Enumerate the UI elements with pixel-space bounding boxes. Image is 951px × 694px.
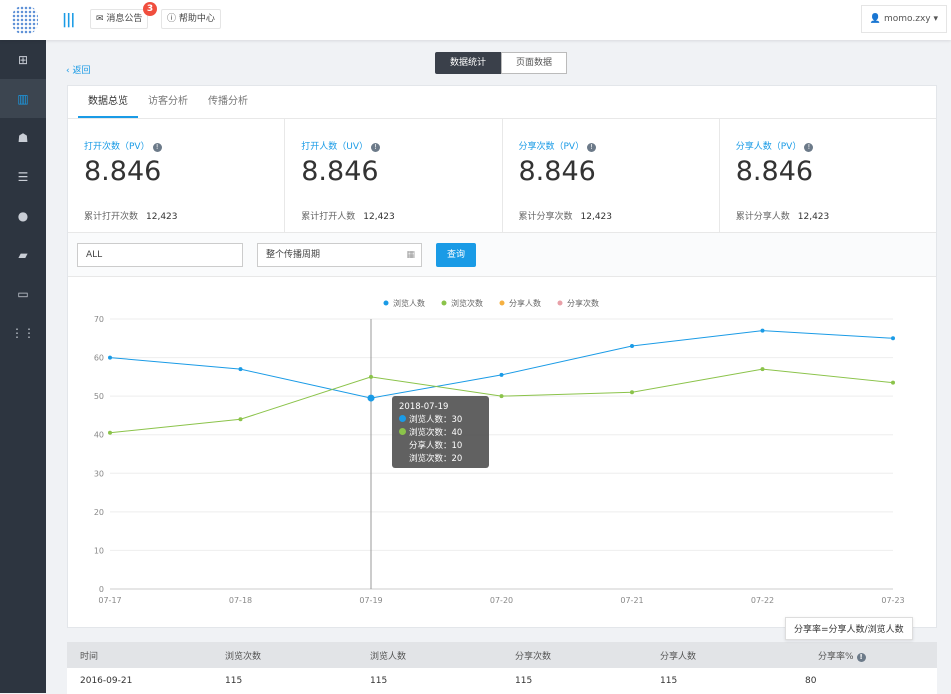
book-icon[interactable]: ▰	[18, 247, 28, 262]
legend-label: 分享人数	[509, 298, 541, 308]
notice-button[interactable]: ✉ 消息公告	[90, 9, 149, 29]
segment-stats[interactable]: 数据统计	[435, 52, 502, 74]
data-point	[891, 336, 895, 341]
legend-label: 浏览人数	[393, 298, 425, 308]
series-line	[109, 368, 894, 434]
legend-label: 浏览次数	[451, 298, 483, 308]
legend-marker	[557, 300, 563, 306]
stat-card: 分享次数（PV）! 8.846 累计分享次数 12,423	[503, 119, 720, 232]
x-tick-label: 07-20	[490, 596, 513, 605]
query-button[interactable]: 查询	[436, 243, 476, 267]
notice-badge: 3	[143, 2, 157, 16]
monitor-plus-icon[interactable]: ⊞	[17, 52, 29, 67]
view-switch: 数据统计 页面数据	[435, 52, 568, 74]
y-tick-label: 50	[94, 392, 104, 401]
x-tick-label: 07-18	[229, 596, 252, 605]
y-tick-label: 20	[94, 508, 104, 517]
data-point	[760, 367, 765, 372]
data-point	[499, 394, 504, 399]
tab-overview[interactable]: 数据总览	[78, 86, 138, 118]
help-icon: ⓘ	[167, 14, 179, 24]
info-icon[interactable]: !	[587, 143, 597, 152]
y-tick-label: 0	[99, 585, 104, 594]
x-tick-label: 07-23	[881, 596, 904, 605]
calendar-icon: ▦	[406, 250, 415, 260]
top-bar: ||| ✉ 消息公告 3 ⓘ 帮助中心 👤 momo.zxy ▾	[0, 0, 951, 40]
data-point	[238, 417, 243, 422]
tab-spread[interactable]: 传播分析	[208, 96, 248, 107]
data-point	[238, 367, 243, 372]
y-tick-label: 10	[94, 546, 104, 555]
table-row: 2016-09-21 115 115 115 115 80	[80, 676, 817, 686]
avatar: 👤	[869, 14, 884, 24]
back-link[interactable]: ‹ 返回	[66, 66, 91, 76]
y-tick-label: 30	[94, 469, 104, 478]
x-tick-label: 07-17	[98, 596, 121, 605]
y-tick-label: 70	[94, 315, 104, 324]
data-point	[630, 390, 634, 395]
data-point	[108, 355, 112, 360]
data-point	[760, 328, 765, 333]
info-icon[interactable]: !	[856, 652, 866, 662]
data-point	[367, 394, 375, 402]
data-point	[108, 430, 112, 435]
main-card: 数据总览 访客分析 传播分析 打开次数（PV）! 8.846 累计打开次数 12,42…	[67, 85, 937, 628]
screen-icon[interactable]: ▭	[17, 286, 29, 301]
sidebar: ⊞ ▥ ☗ ☰ ● ▰ ▭ ⋮⋮	[0, 40, 46, 693]
sitemap-icon[interactable]: ☗	[17, 130, 29, 145]
period-picker[interactable]: 整个传播周期 ▦	[257, 243, 422, 267]
info-icon[interactable]: !	[371, 143, 380, 152]
legend-label: 分享次数	[567, 298, 599, 308]
grid-icon[interactable]: ⋮⋮	[11, 325, 35, 340]
segment-page-data[interactable]: 页面数据	[501, 52, 568, 74]
mail-icon: ✉	[96, 14, 107, 24]
chart-tooltip: 2018-07-19 浏览人数：30 浏览次数：40 分享人数：10 浏览次数：…	[392, 396, 489, 468]
legend-marker	[383, 300, 389, 306]
bar-chart-icon[interactable]: ▥	[0, 79, 46, 118]
user-menu[interactable]: 👤 momo.zxy ▾	[860, 5, 947, 33]
menu-toggle-icon[interactable]: |||	[62, 12, 75, 28]
user-icon[interactable]: ●	[17, 208, 29, 223]
data-table: 时间 浏览次数 浏览人数 分享次数 分享人数 分享率%! 2016-09-21 115 115…	[67, 642, 937, 694]
y-tick-label: 60	[94, 354, 104, 363]
legend-marker	[499, 300, 505, 306]
stat-card: 分享人数（PV）! 8.846 累计分享人数 12,423	[735, 142, 830, 222]
x-tick-label: 07-22	[751, 596, 774, 605]
help-button[interactable]: ⓘ 帮助中心	[161, 9, 221, 29]
x-tick-label: 07-19	[359, 596, 382, 605]
stat-card: 打开人数（UV）! 8.846 累计打开人数 12,423	[285, 119, 503, 232]
table-header: 时间 浏览次数 浏览人数 分享次数 分享人数 分享率%!	[67, 642, 937, 668]
stat-card: 打开次数（PV）! 8.846 累计打开次数 12,423	[68, 119, 286, 232]
data-point	[499, 372, 504, 377]
channel-select[interactable]: ALL	[77, 243, 243, 267]
x-tick-label: 07-21	[620, 596, 643, 605]
y-tick-label: 40	[94, 431, 104, 440]
data-point	[891, 380, 895, 385]
data-point	[369, 374, 373, 379]
share-rate-tooltip: 分享率=分享人数/浏览人数	[785, 617, 913, 640]
logo	[12, 6, 38, 34]
series-line	[109, 330, 894, 399]
info-icon[interactable]: !	[152, 143, 162, 152]
legend-marker	[441, 300, 447, 306]
data-point	[630, 344, 634, 348]
info-icon[interactable]: !	[804, 143, 814, 152]
tab-visitor[interactable]: 访客分析	[148, 96, 188, 107]
list-icon[interactable]: ☰	[17, 169, 29, 184]
